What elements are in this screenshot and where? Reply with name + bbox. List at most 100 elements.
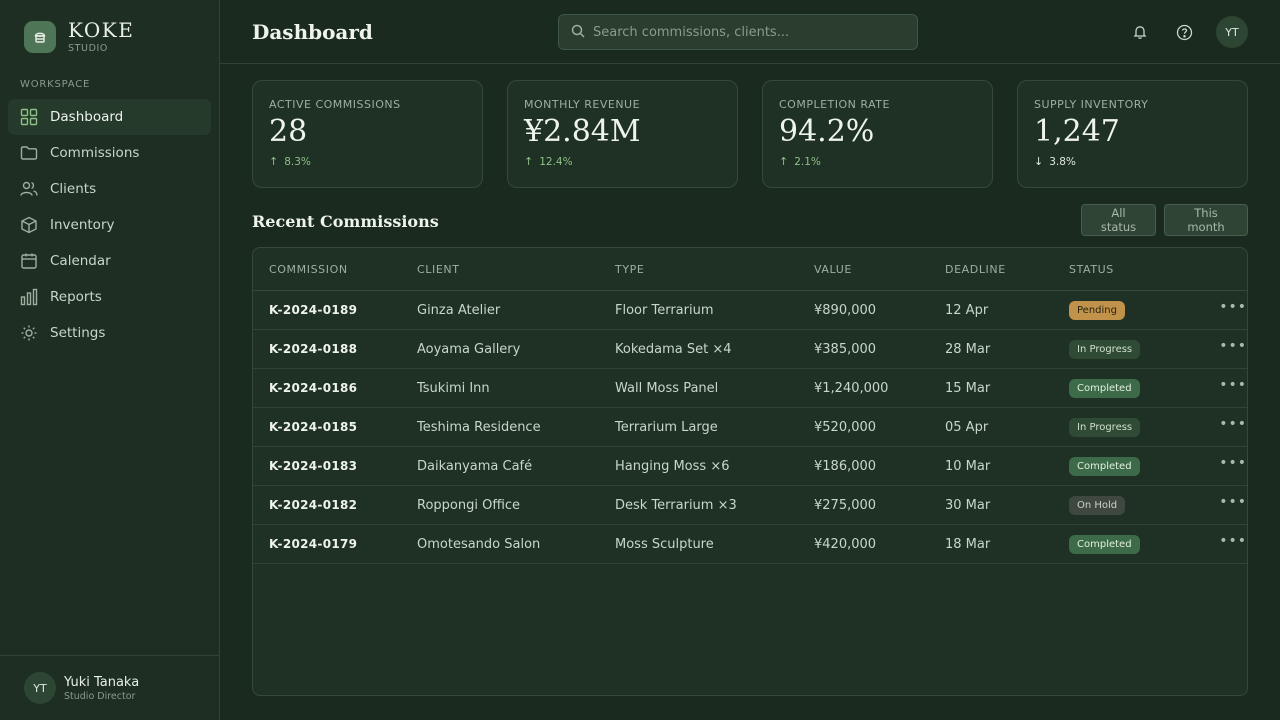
bell-icon[interactable] <box>1130 22 1150 42</box>
status-cell: In Progress <box>1069 339 1199 359</box>
column-header-value[interactable]: VALUE <box>814 262 852 276</box>
more-options-icon[interactable]: ••• <box>1219 416 1247 432</box>
stat-change-value: 3.8% <box>1049 155 1076 168</box>
status-badge: In Progress <box>1069 339 1141 359</box>
commission-value: ¥1,240,000 <box>814 380 889 396</box>
search-bar <box>558 14 918 50</box>
user-name: Yuki Tanaka <box>64 674 140 690</box>
commission-id: K-2024-0183 <box>269 459 358 473</box>
top-header: Dashboard YT <box>220 0 1280 64</box>
stat-label: SUPPLY INVENTORY <box>1034 98 1149 111</box>
status-badge: On Hold <box>1069 495 1126 515</box>
sidebar-item-reports[interactable]: Reports <box>8 279 211 315</box>
table-row[interactable]: K-2024-0179 Omotesando Salon Moss Sculptur… <box>253 525 1247 564</box>
more-options-icon[interactable]: ••• <box>1219 455 1247 471</box>
sidebar-item-settings[interactable]: Settings <box>8 315 211 351</box>
stat-card-monthly-revenue: MONTHLY REVENUE ¥2.84M ↑ 12.4% <box>507 80 738 188</box>
deadline: 15 Mar <box>945 380 991 396</box>
row-actions: ••• <box>1199 416 1247 432</box>
table-row[interactable]: K-2024-0182 Roppongi Office Desk Terrarium… <box>253 486 1247 525</box>
row-actions: ••• <box>1199 338 1247 354</box>
table-body: K-2024-0189 Ginza Atelier Floor Terrarium ¥… <box>253 291 1247 564</box>
table-row[interactable]: K-2024-0188 Aoyama Gallery Kokedama Set ×4… <box>253 330 1247 369</box>
table-row[interactable]: K-2024-0185 Teshima Residence Terrarium La… <box>253 408 1247 447</box>
commission-value: ¥275,000 <box>814 497 877 513</box>
status-badge: Completed <box>1069 534 1140 554</box>
commission-id: K-2024-0189 <box>269 303 358 317</box>
brand-subtitle: STUDIO <box>68 43 108 54</box>
stat-value: ¥2.84M <box>524 114 641 149</box>
row-actions: ••• <box>1199 494 1247 510</box>
commission-type: Terrarium Large <box>615 419 718 435</box>
recent-commissions-title: Recent Commissions <box>252 212 439 231</box>
stat-change: ↑ 2.1% <box>779 155 976 168</box>
row-actions: ••• <box>1199 299 1247 315</box>
row-actions: ••• <box>1199 377 1247 393</box>
status-badge: In Progress <box>1069 417 1141 437</box>
more-options-icon[interactable]: ••• <box>1219 299 1247 315</box>
sidebar-item-commissions[interactable]: Commissions <box>8 135 211 171</box>
search-icon <box>571 23 585 42</box>
stat-change-value: 2.1% <box>794 155 821 168</box>
stat-change: ↑ 8.3% <box>269 155 466 168</box>
commission-type: Hanging Moss ×6 <box>615 458 730 474</box>
column-header-deadline[interactable]: DEADLINE <box>945 262 1006 276</box>
sidebar-item-dashboard[interactable]: Dashboard <box>8 99 211 135</box>
brand[interactable]: KOKE STUDIO <box>24 20 134 54</box>
stat-label: MONTHLY REVENUE <box>524 98 641 111</box>
commission-type: Wall Moss Panel <box>615 380 719 396</box>
commission-value: ¥520,000 <box>814 419 877 435</box>
deadline: 10 Mar <box>945 458 991 474</box>
table-row[interactable]: K-2024-0186 Tsukimi Inn Wall Moss Panel ¥1,… <box>253 369 1247 408</box>
sidebar-section-label: WORKSPACE <box>20 79 91 90</box>
help-icon[interactable] <box>1174 22 1194 42</box>
column-header-type[interactable]: TYPE <box>615 262 645 276</box>
client-name: Daikanyama Café <box>417 458 533 474</box>
column-header-commission[interactable]: COMMISSION <box>269 262 348 276</box>
client-name: Ginza Atelier <box>417 302 501 318</box>
sidebar-item-calendar[interactable]: Calendar <box>8 243 211 279</box>
box-icon <box>20 216 38 234</box>
more-options-icon[interactable]: ••• <box>1219 338 1247 354</box>
user-profile[interactable]: YT Yuki Tanaka Studio Director <box>0 655 219 720</box>
client-name: Omotesando Salon <box>417 536 541 552</box>
commission-id: K-2024-0186 <box>269 381 358 395</box>
sidebar-item-label: Commissions <box>50 145 140 161</box>
status-cell: Pending <box>1069 300 1199 320</box>
commission-value: ¥890,000 <box>814 302 877 318</box>
sidebar-item-clients[interactable]: Clients <box>8 171 211 207</box>
column-header-status[interactable]: STATUS <box>1069 262 1114 276</box>
stat-change-value: 8.3% <box>284 155 311 168</box>
period-filter-button[interactable]: This month <box>1164 204 1248 236</box>
sidebar-item-inventory[interactable]: Inventory <box>8 207 211 243</box>
table-row[interactable]: K-2024-0189 Ginza Atelier Floor Terrarium ¥… <box>253 291 1247 330</box>
status-cell: Completed <box>1069 534 1199 554</box>
commission-value: ¥186,000 <box>814 458 877 474</box>
commission-type: Moss Sculpture <box>615 536 714 552</box>
stat-label: COMPLETION RATE <box>779 98 890 111</box>
more-options-icon[interactable]: ••• <box>1219 533 1247 549</box>
sidebar-item-label: Reports <box>50 289 102 305</box>
header-avatar[interactable]: YT <box>1216 16 1248 48</box>
status-filter-button[interactable]: All status <box>1081 204 1156 236</box>
status-cell: Completed <box>1069 456 1199 476</box>
status-badge: Pending <box>1069 300 1125 320</box>
search-input[interactable] <box>593 24 893 40</box>
deadline: 18 Mar <box>945 536 991 552</box>
sidebar-nav: Dashboard Commissions Clients <box>8 99 211 351</box>
stat-value: 28 <box>269 114 308 149</box>
users-icon <box>20 180 38 198</box>
column-header-client[interactable]: CLIENT <box>417 262 460 276</box>
status-cell: In Progress <box>1069 417 1199 437</box>
client-name: Teshima Residence <box>417 419 541 435</box>
more-options-icon[interactable]: ••• <box>1219 377 1247 393</box>
status-badge: Completed <box>1069 378 1140 398</box>
commissions-table: COMMISSION CLIENT TYPE VALUE DEADLINE ST… <box>252 247 1248 696</box>
table-row[interactable]: K-2024-0183 Daikanyama Café Hanging Moss ×… <box>253 447 1247 486</box>
row-actions: ••• <box>1199 455 1247 471</box>
client-name: Tsukimi Inn <box>417 380 490 396</box>
commission-id: K-2024-0182 <box>269 498 358 512</box>
arrow-up-icon: ↑ <box>269 155 279 168</box>
commission-id: K-2024-0185 <box>269 420 358 434</box>
more-options-icon[interactable]: ••• <box>1219 494 1247 510</box>
